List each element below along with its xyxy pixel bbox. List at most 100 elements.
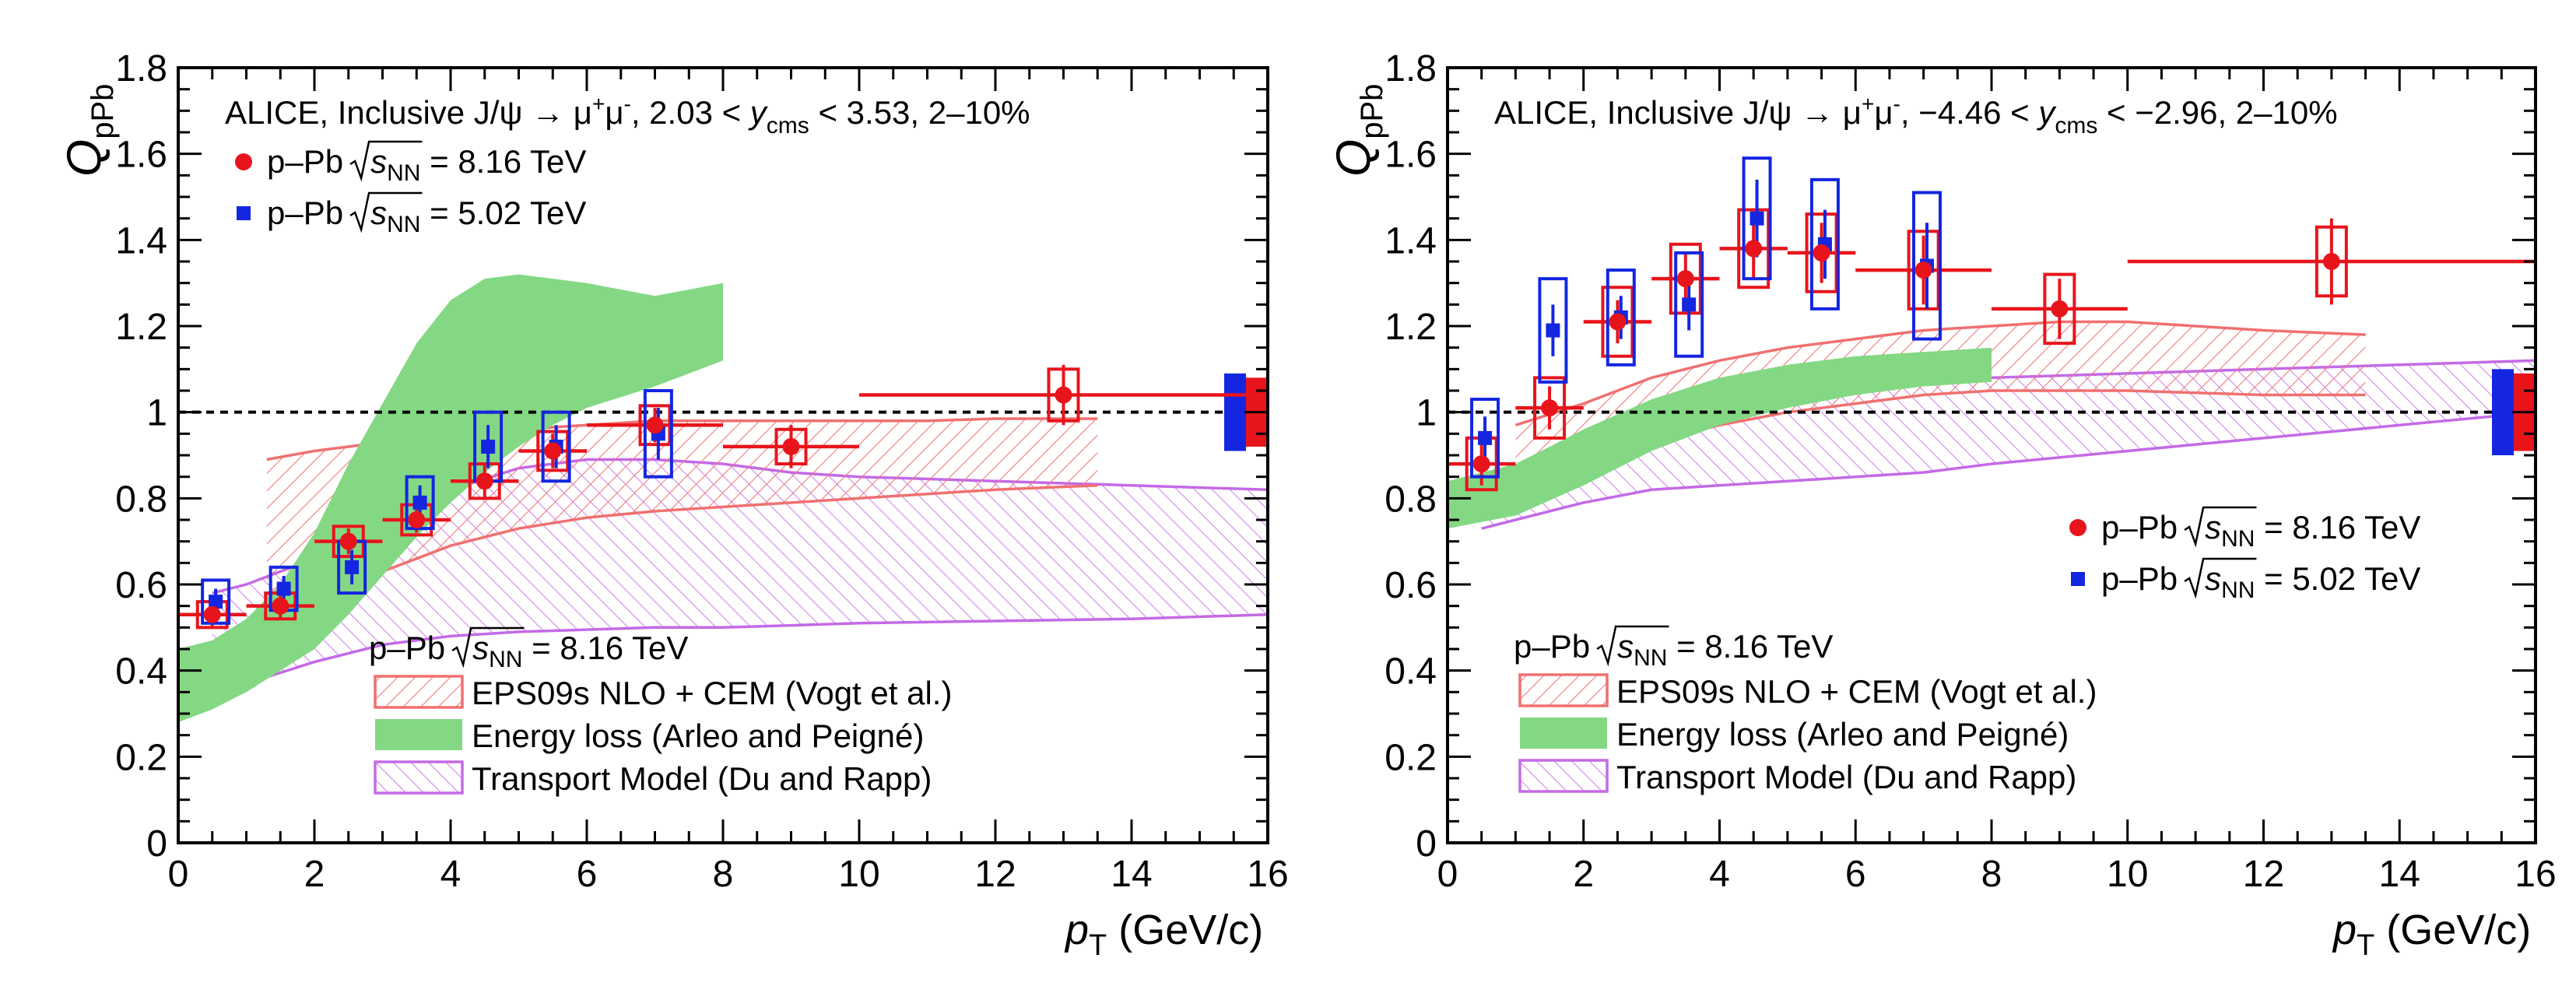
title-sup: -	[1893, 92, 1900, 116]
title-text: , 2.03 <	[631, 94, 750, 131]
y-tick-label: 0	[1416, 823, 1437, 865]
blue-syst-box	[1606, 268, 1636, 367]
title-sub: cms	[2055, 113, 2097, 139]
title-text: ALICE, Inclusive J/ψ → μ	[1494, 94, 1862, 131]
legend-red-marker	[235, 153, 252, 170]
red-marker	[203, 605, 221, 623]
x-tick-label: 6	[577, 854, 598, 895]
y-tick-label: 0.8	[115, 479, 167, 520]
x-tick-label: 0	[168, 854, 189, 895]
red-marker	[1541, 399, 1559, 417]
title-y: y	[748, 94, 769, 131]
y-tick-label: 1.8	[1385, 48, 1437, 89]
legend-entry-label: p–Pb sNN = 8.16 TeV	[267, 143, 586, 186]
model-legend-s: s	[472, 630, 489, 666]
legend-text: = 8.16 TeV	[420, 143, 586, 180]
red-marker	[1745, 240, 1763, 258]
model-legend-swatch	[1518, 759, 1609, 793]
ylabel-q: Q	[1327, 139, 1381, 177]
y-axis: 0 0.2 0.4 0.6 0.8 1 1.2 1.4 1.6 1.8	[1385, 48, 2536, 865]
xlabel-units: (GeV/c)	[2374, 907, 2531, 953]
x-axis: 0 2 4 6 8 10 12 14 16	[168, 68, 1289, 895]
model-legend-label: EPS09s NLO + CEM (Vogt et al.)	[1616, 673, 2097, 710]
x-tick-label: 10	[838, 854, 879, 895]
x-axis-label: pT (GeV/c)	[2332, 907, 2531, 962]
y-tick-label: 0.4	[1385, 651, 1437, 693]
title-text: , −4.46 <	[1900, 94, 2038, 131]
eps09-upper-line	[1514, 320, 2366, 426]
x-tick-label: 10	[2107, 854, 2148, 895]
x-tick-label: 14	[2379, 854, 2420, 895]
blue-syst-box	[201, 578, 231, 625]
y-tick-label: 1.2	[115, 307, 167, 348]
red-marker	[646, 416, 664, 434]
title-sup: +	[1862, 92, 1874, 116]
legend-text: = 5.02 TeV	[2255, 560, 2420, 597]
red-marker	[2051, 300, 2069, 318]
blue-syst-box	[1809, 177, 1840, 311]
legend-entry-label: p–Pb sNN = 8.16 TeV	[2101, 509, 2420, 552]
xlabel-p: p	[2332, 907, 2357, 953]
data-legend: p–Pb sNN = 8.16 TeV p–Pb sNN = 5.02 TeV	[2069, 506, 2420, 603]
x-tick-label: 2	[1573, 854, 1594, 895]
legend-text: = 8.16 TeV	[2255, 509, 2420, 546]
model-legend-swatch	[1520, 718, 1607, 749]
model-legend-label: Transport Model (Du and Rapp)	[472, 760, 932, 797]
global-uncertainty-box	[2492, 369, 2514, 455]
sqrt-sign	[2184, 557, 2257, 599]
y-tick-label: 1.6	[1385, 135, 1437, 176]
sqrt-sign	[451, 626, 525, 668]
legend-text: = 5.02 TeV	[420, 195, 586, 231]
blue-marker	[345, 560, 360, 574]
red-marker	[1472, 455, 1490, 473]
model-legend-s: s	[1617, 628, 1634, 665]
model-legend-label: EPS09s NLO + CEM (Vogt et al.)	[472, 675, 952, 711]
title-text: < −2.96, 2–10%	[2097, 94, 2337, 131]
blue-syst-box	[405, 475, 435, 531]
model-legend-label: Energy loss (Arleo and Peigné)	[1616, 716, 2069, 753]
legend-s: s	[2205, 509, 2221, 546]
legend-s: s	[370, 195, 387, 231]
ylabel-subscript: pPb	[86, 84, 120, 139]
x-tick-label: 4	[440, 854, 462, 895]
x-tick-label: 8	[713, 854, 734, 895]
legend-sub: NN	[387, 212, 420, 237]
y-tick-label: 1.4	[1385, 220, 1437, 261]
x-tick-label: 12	[2243, 854, 2284, 895]
legend-text: p–Pb	[2101, 560, 2187, 597]
red-marker	[1609, 313, 1627, 331]
blue-marker	[1682, 297, 1697, 312]
red-marker	[1914, 261, 1932, 279]
legend-s: s	[2205, 560, 2221, 597]
y-tick-label: 0.6	[115, 565, 167, 606]
red-marker	[408, 511, 426, 528]
blue-marker	[276, 581, 291, 596]
y-tick-label: 1	[1416, 393, 1437, 434]
sqrt-sign	[349, 191, 423, 233]
legend-blue-marker	[237, 206, 251, 220]
model-legend-swatch	[374, 760, 464, 795]
x-axis-label: pT (GeV/c)	[1064, 907, 1263, 962]
y-tick-label: 0.2	[1385, 737, 1437, 778]
xlabel-units: (GeV/c)	[1107, 907, 1263, 953]
legend-sub: NN	[387, 160, 420, 186]
blue-syst-box	[1742, 156, 1772, 281]
model-legend-sub: NN	[489, 647, 522, 672]
title-y: y	[2036, 94, 2057, 131]
transport-lower-line	[212, 612, 1269, 693]
panel-title: ALICE, Inclusive J/ψ → μ+μ-, 2.03 < ycms…	[225, 92, 1030, 139]
model-legend-text: p–Pb	[1514, 628, 1599, 665]
y-tick-label: 1.8	[115, 48, 167, 89]
transport-band	[1481, 360, 2536, 529]
legend-sub: NN	[2221, 526, 2255, 552]
legend-blue-marker	[2071, 572, 2085, 586]
panel-title: ALICE, Inclusive J/ψ → μ+μ-, −4.46 < ycm…	[1494, 92, 2338, 139]
blue-marker	[412, 495, 427, 510]
title-text: μ	[1874, 94, 1893, 131]
model-legend-text: = 8.16 TeV	[1667, 628, 1833, 665]
sqrt-sign	[1596, 625, 1669, 667]
blue-syst-box	[1538, 277, 1568, 384]
